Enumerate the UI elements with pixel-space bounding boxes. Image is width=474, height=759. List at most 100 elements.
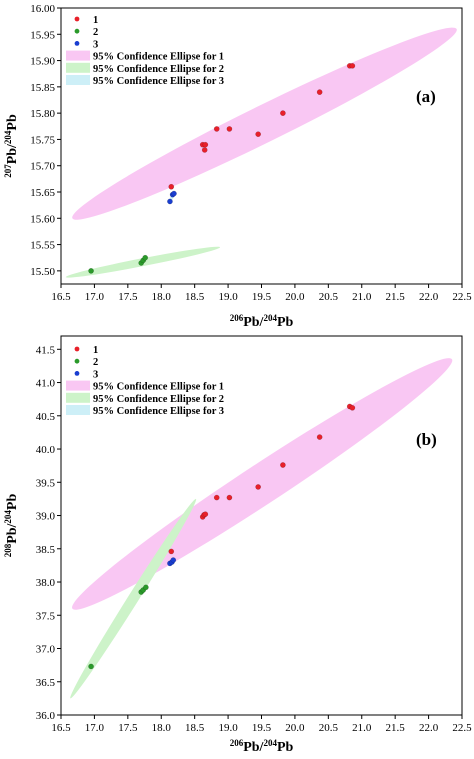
y-tick-label: 15.60: [30, 213, 55, 225]
data-point-series-1: [202, 141, 209, 148]
x-tick-label: 20.0: [285, 291, 305, 303]
x-tick-label: 21.5: [386, 722, 406, 734]
panel-label: (b): [416, 430, 437, 449]
data-point-series-3: [170, 557, 177, 563]
y-tick-label: 36.0: [36, 710, 56, 722]
data-point-series-1: [255, 484, 261, 490]
x-tick-label: 21.0: [352, 722, 372, 734]
panel-b: 16.5 17.0 17.5 18.0 18.5 19.0 19.5 20.0 20.5 21.0…: [3, 335, 472, 755]
data-point-series-1: [316, 89, 323, 95]
y-tick-label: 39.5: [36, 477, 56, 489]
x-tick-label: 17.5: [118, 291, 138, 303]
x-tick-label: 21.0: [352, 291, 372, 303]
y-tick-label: 40.0: [36, 444, 56, 456]
confidence-ellipse-1: [72, 27, 457, 220]
x-tick-label: 22.5: [452, 722, 472, 734]
legend-marker-1: [74, 16, 80, 22]
legend-swatch-ellipse-3: [66, 75, 90, 85]
x-tick-label: 17.0: [85, 291, 105, 303]
legend-swatch-ellipse-3: [66, 405, 90, 415]
data-point-series-1: [168, 548, 175, 555]
y-axis-label: 208Pb/204Pb: [3, 494, 20, 558]
x-tick-label: 20.0: [285, 722, 305, 734]
data-point-series-2: [88, 663, 94, 670]
legend-marker-3: [74, 371, 80, 376]
x-tick-label: 19.0: [218, 722, 238, 734]
data-point-series-1: [280, 110, 286, 116]
legend-entry: 95% Confidence Ellipse for 3: [93, 406, 224, 417]
x-tick-label: 21.5: [386, 291, 406, 303]
y-tick-label: 15.55: [30, 240, 55, 252]
legend-marker-2: [74, 358, 80, 364]
data-point-series-1: [255, 131, 261, 137]
data-point-series-1: [201, 147, 208, 153]
data-point-series-3: [167, 198, 173, 205]
y-tick-label: 16.00: [30, 3, 55, 15]
legend-entry: 95% Confidence Ellipse for 1: [93, 52, 224, 63]
y-tick-label: 37.0: [36, 644, 56, 656]
x-tick-label: 22.5: [452, 291, 472, 303]
data-point-series-2: [88, 268, 94, 274]
legend-entry: 2: [93, 357, 98, 368]
y-tick-label: 37.5: [36, 610, 56, 622]
legend-swatch-ellipse-2: [66, 392, 90, 403]
x-tick-label: 17.5: [118, 722, 138, 734]
x-tick-label: 22.0: [419, 291, 439, 303]
y-tick-label: 15.90: [30, 56, 55, 68]
data-point-series-2: [143, 584, 149, 591]
y-tick-label: 15.65: [30, 187, 55, 199]
x-axis-label: 206Pb/204Pb: [230, 313, 294, 330]
data-point-series-1: [349, 63, 356, 69]
panel-label: (a): [416, 87, 436, 106]
legend-marker-1: [74, 346, 80, 352]
data-point-series-2: [142, 254, 149, 261]
x-tick-label: 18.5: [185, 722, 205, 734]
x-tick-label: 20.5: [319, 291, 339, 303]
y-tick-label: 41.5: [36, 344, 56, 356]
legend-entry: 95% Confidence Ellipse for 2: [93, 64, 224, 75]
x-tick-label: 19.0: [218, 291, 238, 303]
legend-entry: 95% Confidence Ellipse for 2: [93, 394, 224, 405]
confidence-ellipse-2: [70, 498, 197, 699]
data-point-series-1: [168, 183, 175, 190]
legend-entry: 3: [93, 39, 98, 50]
legend-entry: 95% Confidence Ellipse for 1: [93, 382, 224, 393]
y-tick-label: 15.70: [30, 161, 55, 173]
x-tick-label: 16.5: [51, 291, 71, 303]
legend-entry: 1: [93, 345, 98, 356]
legend-entry: 95% Confidence Ellipse for 3: [93, 76, 224, 87]
data-point-series-1: [226, 494, 233, 501]
y-tick-label: 40.5: [36, 411, 56, 423]
y-axis-label: 207Pb/204Pb: [3, 114, 20, 178]
x-axis-label: 206Pb/204Pb: [230, 738, 294, 755]
y-tick-label: 15.50: [30, 266, 55, 278]
data-point-series-1: [349, 405, 356, 411]
y-tick-label: 15.80: [30, 108, 55, 120]
x-tick-label: 19.5: [252, 291, 272, 303]
data-point-series-1: [213, 494, 220, 501]
x-tick-label: 20.5: [319, 722, 339, 734]
x-tick-label: 22.0: [419, 722, 439, 734]
y-tick-label: 38.5: [36, 544, 56, 556]
legend-marker-3: [74, 41, 80, 46]
legend-swatch-ellipse-2: [66, 62, 90, 73]
y-tick-label: 41.0: [36, 378, 56, 390]
y-tick-label: 38.0: [36, 577, 56, 589]
legend-marker-2: [74, 28, 80, 34]
x-tick-label: 19.5: [252, 722, 272, 734]
y-tick-label: 39.0: [36, 511, 56, 523]
legend-entry: 2: [93, 27, 98, 38]
legend-entry: 1: [93, 15, 98, 26]
x-tick-label: 18.5: [185, 291, 205, 303]
data-point-series-1: [226, 126, 233, 132]
data-point-series-3: [171, 190, 177, 197]
data-point-series-1: [202, 511, 209, 517]
x-tick-label: 18.0: [152, 722, 172, 734]
x-tick-label: 18.0: [152, 291, 172, 303]
panel-a: 16.5 17.0 17.5 18.0 18.5 19.0 19.5 20.0 20.5 21.0…: [3, 3, 472, 330]
y-tick-label: 36.5: [36, 677, 56, 689]
x-tick-label: 17.0: [85, 722, 105, 734]
